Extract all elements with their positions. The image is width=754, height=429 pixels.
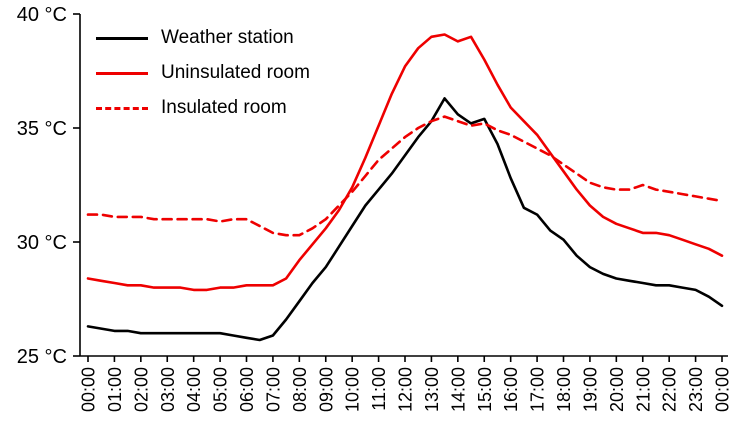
- x-tick-label: 23:00: [686, 367, 706, 412]
- x-tick-label: 21:00: [633, 367, 653, 412]
- x-tick-label: 14:00: [448, 367, 468, 412]
- x-tick-label: 19:00: [580, 367, 600, 412]
- y-tick-label: 40 °C: [17, 4, 67, 26]
- x-tick-label: 11:00: [369, 367, 389, 411]
- x-tick-label: 18:00: [554, 367, 574, 412]
- legend-item-weather-station: Weather station: [96, 26, 310, 50]
- x-tick-label: 22:00: [660, 367, 680, 412]
- x-tick-label: 13:00: [422, 367, 442, 412]
- y-tick-label: 30 °C: [17, 232, 67, 254]
- insulated-room-line-sample: [96, 106, 148, 110]
- legend-item-uninsulated-room: Uninsulated room: [96, 61, 310, 85]
- x-tick-label: 02:00: [131, 367, 151, 412]
- line-uninsulated-room: [86, 33, 724, 292]
- x-tick-label: 16:00: [501, 367, 521, 412]
- x-tick-label: 20:00: [607, 367, 627, 412]
- x-tick-label: 00:00: [713, 367, 733, 412]
- y-tick-label: 35 °C: [17, 118, 67, 140]
- x-tick-label: 06:00: [237, 367, 257, 412]
- x-tick-label: 15:00: [475, 367, 495, 412]
- x-tick-label: 05:00: [211, 367, 231, 412]
- x-tick-label: 01:00: [105, 367, 125, 412]
- chart-legend: Weather station Uninsulated room Insulat…: [96, 26, 310, 120]
- x-tick-label: 10:00: [343, 367, 363, 412]
- x-tick-label: 03:00: [158, 367, 178, 412]
- line-insulated-room: [86, 115, 724, 237]
- x-tick-label: 17:00: [528, 367, 548, 412]
- line-weather-station: [86, 97, 724, 342]
- legend-label-uninsulated-room: Uninsulated room: [161, 62, 310, 83]
- legend-item-insulated-room: Insulated room: [96, 96, 310, 120]
- x-tick-label: 12:00: [396, 367, 416, 412]
- x-tick-label: 04:00: [184, 367, 204, 412]
- x-tick-label: 07:00: [263, 367, 283, 412]
- weather-station-line-sample: [96, 36, 148, 40]
- legend-label-insulated-room: Insulated room: [161, 97, 287, 118]
- legend-label-weather-station: Weather station: [161, 27, 294, 48]
- y-tick-label: 25 °C: [17, 346, 67, 368]
- x-tick-label: 09:00: [316, 367, 336, 412]
- x-tick-label: 00:00: [79, 367, 99, 412]
- uninsulated-room-line-sample: [96, 71, 148, 75]
- x-tick-label: 08:00: [290, 367, 310, 412]
